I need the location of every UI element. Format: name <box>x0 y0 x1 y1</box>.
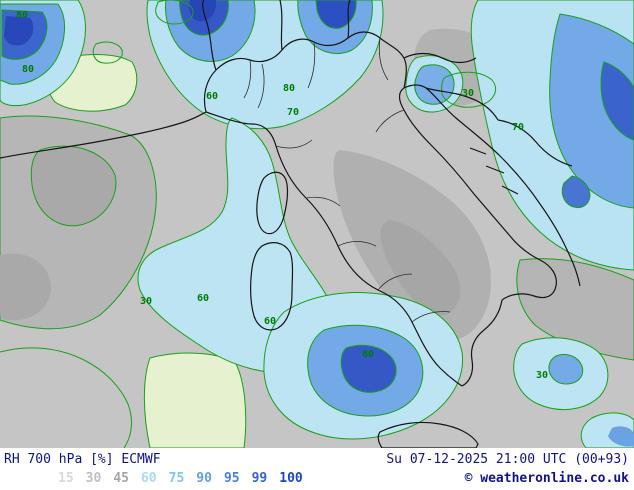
gray-region <box>0 253 51 321</box>
humid-region <box>548 353 584 385</box>
timestamp: Su 07-12-2025 21:00 UTC (00+93) <box>386 452 629 467</box>
contour-label: 30 <box>462 88 474 99</box>
humid-region <box>608 426 634 447</box>
contour-line <box>441 71 496 108</box>
contour-label: 80 <box>362 349 374 360</box>
humid-region <box>137 117 338 374</box>
contour-label: 80 <box>16 10 28 21</box>
legend-value: 75 <box>168 471 185 486</box>
gray-region <box>380 220 461 316</box>
footer-right: Su 07-12-2025 21:00 UTC (00+93) © weathe… <box>386 450 629 490</box>
map-title: RH 700 hPa [%] ECMWF <box>4 452 161 467</box>
contour-label: 60 <box>206 91 218 102</box>
legend-value: 60 <box>140 471 157 486</box>
legend-value: 99 <box>251 471 268 486</box>
legend-value: 15 <box>58 471 74 486</box>
humid-region <box>561 175 591 209</box>
humid-region <box>600 61 634 141</box>
legend-value: 30 <box>85 471 102 486</box>
footer: RH 700 hPa [%] ECMWF 15 30 45 60 75 90 9… <box>0 448 634 490</box>
contour-label: 30 <box>140 296 152 307</box>
footer-left: RH 700 hPa [%] ECMWF 15 30 45 60 75 90 9… <box>4 450 303 490</box>
contour-label: 30 <box>536 370 548 381</box>
legend-value: 100 <box>279 471 303 486</box>
humid-region <box>4 16 34 46</box>
weather-map-svg: 80 80 60 80 70 30 70 30 60 60 80 30 <box>0 0 634 448</box>
dry-region <box>143 352 247 448</box>
contour-label: 70 <box>512 122 524 133</box>
humid-region <box>315 0 357 29</box>
contour-line <box>92 41 123 64</box>
humid-region <box>189 0 217 22</box>
contour-line <box>155 0 194 25</box>
contour-label: 60 <box>197 293 209 304</box>
legend-value: 90 <box>196 471 212 486</box>
copyright: © weatheronline.co.uk <box>464 471 629 486</box>
gray-region <box>30 145 117 227</box>
legend-value: 45 <box>113 471 129 486</box>
humid-region <box>340 344 397 393</box>
humid-region <box>414 64 455 105</box>
region-borders <box>243 37 451 323</box>
legend-value: 95 <box>223 471 240 486</box>
map-canvas: 80 80 60 80 70 30 70 30 60 60 80 30 <box>0 0 634 448</box>
contour-label: 80 <box>283 83 295 94</box>
contour-line <box>0 347 132 448</box>
contour-label: 80 <box>22 64 34 75</box>
legend-scale: 15 30 45 60 75 90 95 99 100 <box>4 469 303 488</box>
contour-label: 70 <box>287 107 299 118</box>
contour-label: 60 <box>264 316 276 327</box>
humid-region <box>549 13 634 209</box>
